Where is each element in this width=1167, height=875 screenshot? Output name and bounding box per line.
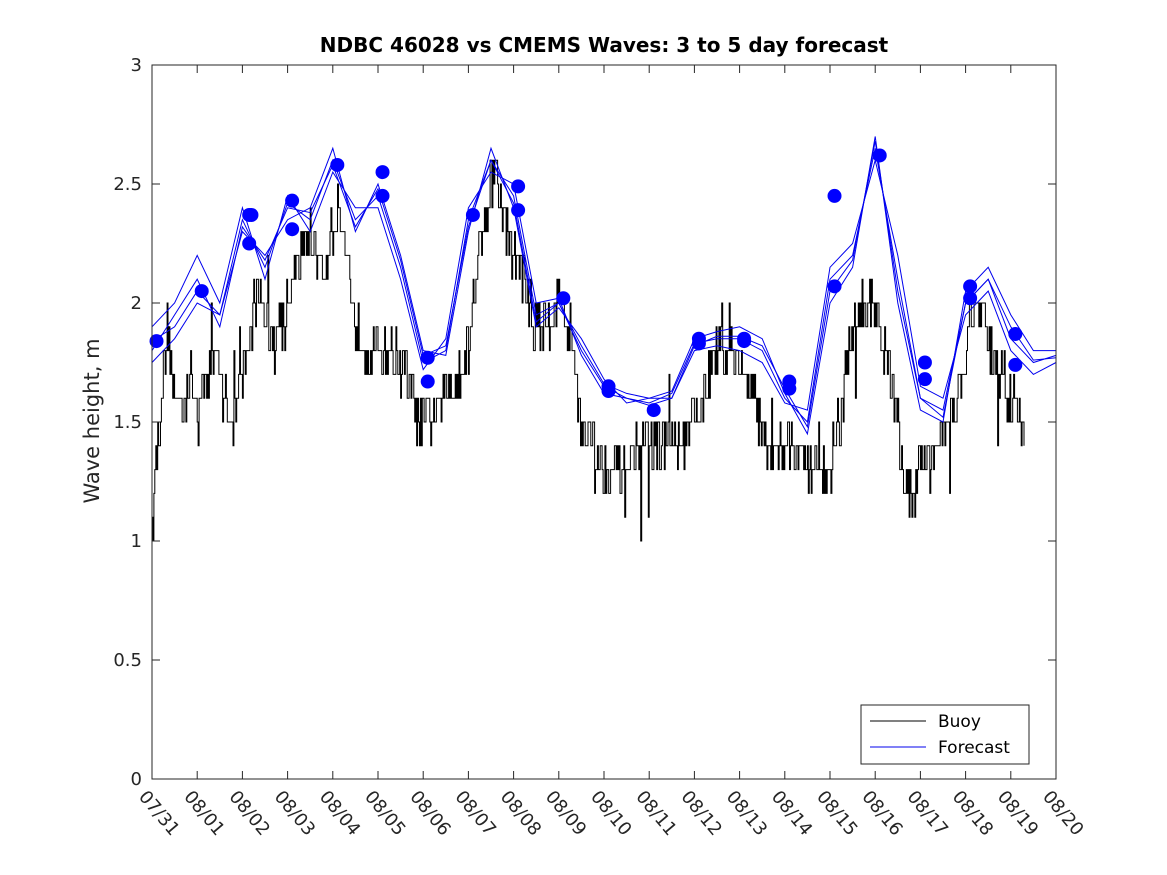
y-tick-label: 2.5	[113, 174, 142, 195]
x-tick-label: 08/05	[360, 787, 409, 840]
x-tick-label: 08/13	[722, 787, 771, 840]
y-tick-label: 1	[131, 531, 142, 552]
y-tick-label: 0	[131, 769, 142, 790]
buoy-layer	[152, 159, 1025, 542]
chart-title: NDBC 46028 vs CMEMS Waves: 3 to 5 day fo…	[320, 33, 889, 57]
x-tick-label: 08/04	[315, 787, 364, 840]
forecast-marker	[244, 207, 259, 222]
forecast-marker	[782, 381, 797, 396]
forecast-marker	[1008, 326, 1023, 341]
legend-box	[860, 704, 1030, 765]
forecast-marker	[285, 193, 300, 208]
x-tick-label: 08/17	[903, 787, 952, 840]
forecast-marker	[149, 334, 164, 349]
forecast-marker	[917, 355, 932, 370]
x-tick-label: 08/20	[1038, 787, 1087, 840]
x-tick-label: 08/11	[631, 787, 680, 840]
x-tick-label: 08/06	[405, 787, 454, 840]
forecast-marker	[827, 188, 842, 203]
y-axis: 0 0.5 1 1.5 2 2.5 3	[113, 55, 1056, 790]
x-tick-label: 08/16	[857, 787, 906, 840]
forecast-marker	[511, 179, 526, 194]
forecast-marker	[420, 350, 435, 365]
forecast-marker	[691, 336, 706, 351]
forecast-marker	[242, 236, 257, 251]
forecast-marker	[963, 279, 978, 294]
y-axis-label: Wave height, m	[80, 338, 104, 503]
x-tick-label: 08/01	[179, 787, 228, 840]
forecast-marker	[827, 279, 842, 294]
x-tick-label: 08/08	[496, 787, 545, 840]
forecast-marker-layer	[149, 148, 1023, 418]
legend-buoy-label: Buoy	[938, 712, 981, 732]
forecast-marker	[556, 291, 571, 306]
forecast-marker	[420, 374, 435, 389]
x-tick-label: 08/14	[767, 787, 816, 840]
x-tick-label: 08/03	[270, 787, 319, 840]
y-tick-label: 2	[131, 293, 142, 314]
x-tick-label: 07/31	[134, 787, 183, 840]
x-tick-label: 08/12	[677, 787, 726, 840]
forecast-marker	[737, 334, 752, 349]
forecast-marker	[285, 222, 300, 237]
forecast-marker	[963, 291, 978, 306]
legend-forecast-label: Forecast	[938, 738, 1010, 758]
forecast-marker	[194, 284, 209, 299]
legend: Buoy Forecast	[860, 704, 1030, 765]
buoy-line	[152, 159, 1025, 542]
y-tick-label: 3	[131, 55, 142, 76]
forecast-marker	[330, 157, 345, 172]
x-tick-label: 08/18	[948, 787, 997, 840]
x-tick-label: 08/09	[541, 787, 590, 840]
forecast-marker	[917, 372, 932, 387]
forecast-line-2	[151, 136, 1056, 436]
y-tick-label: 0.5	[113, 650, 142, 671]
x-tick-label: 08/07	[451, 787, 500, 840]
y-tick-label: 1.5	[113, 412, 142, 433]
forecast-marker	[872, 148, 887, 163]
forecast-marker	[646, 403, 661, 418]
x-tick-label: 08/19	[993, 787, 1042, 840]
forecast-marker	[511, 203, 526, 218]
x-tick-label: 08/10	[586, 787, 635, 840]
x-tick-label: 08/15	[812, 787, 861, 840]
x-tick-label: 08/02	[225, 787, 274, 840]
forecast-marker	[375, 188, 390, 203]
plot-area	[152, 65, 1056, 779]
forecast-marker	[601, 384, 616, 399]
forecast-marker	[1008, 357, 1023, 372]
forecast-marker	[375, 165, 390, 180]
forecast-marker	[465, 207, 480, 222]
